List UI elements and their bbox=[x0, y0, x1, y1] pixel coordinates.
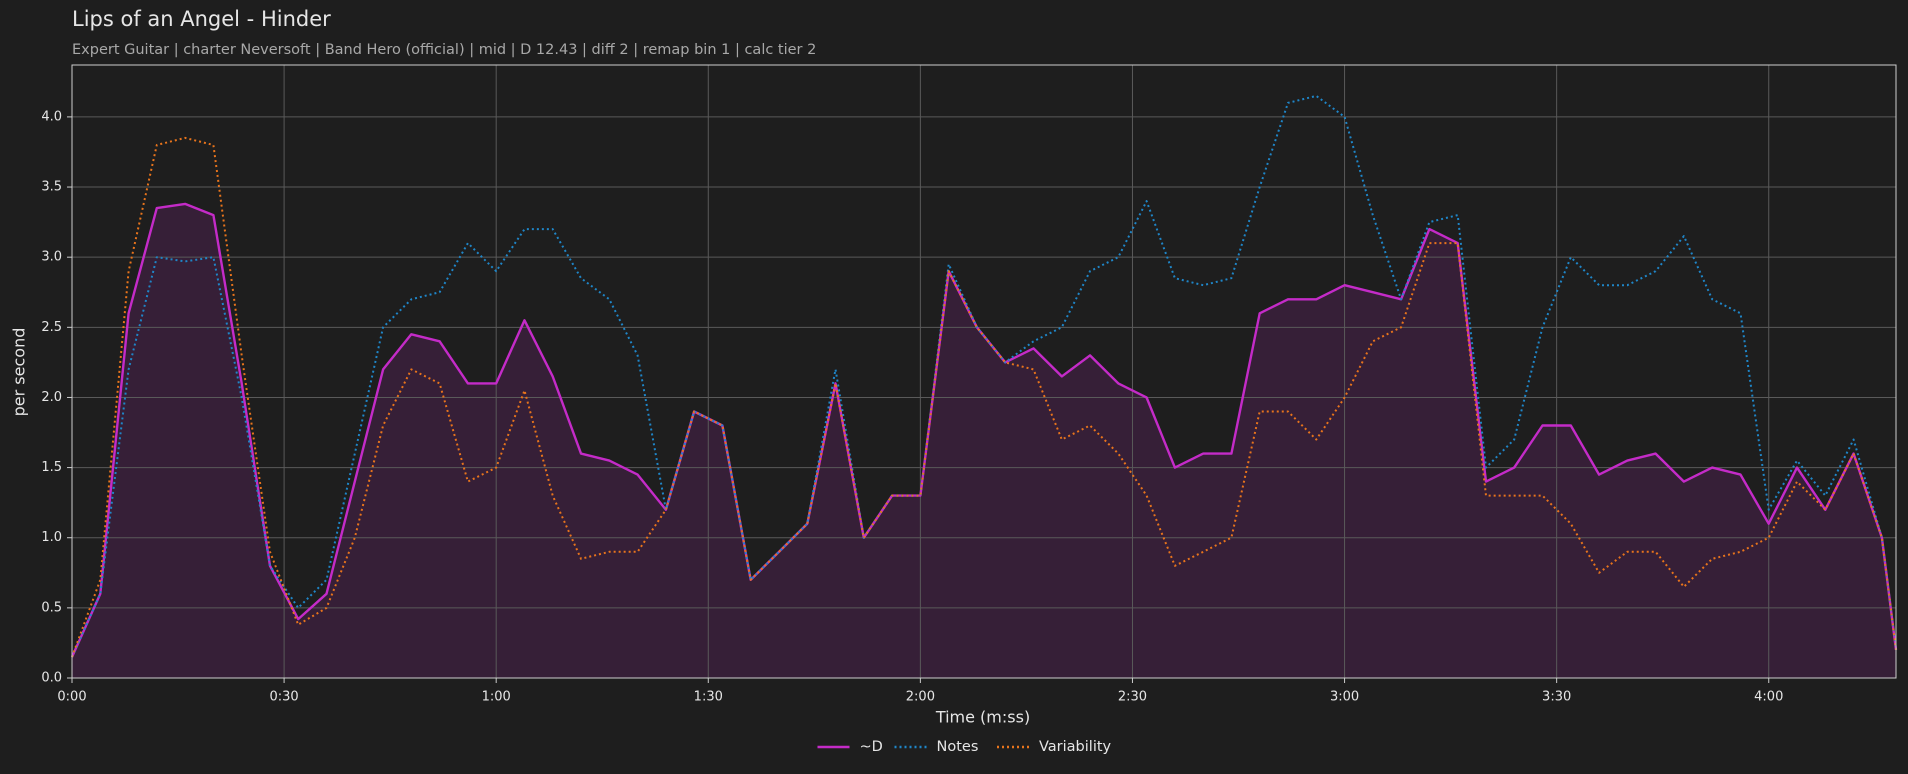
y-tick-label: 0.5 bbox=[41, 600, 62, 615]
x-tick-label: 0:00 bbox=[57, 690, 86, 705]
y-tick-label: 3.0 bbox=[41, 250, 62, 265]
series-line bbox=[71, 136, 1897, 658]
chart-title: Lips of an Angel - Hinder bbox=[72, 7, 331, 31]
x-tick-label: 4:00 bbox=[1754, 690, 1783, 705]
x-axis-label: Time (m:ss) bbox=[935, 708, 1030, 727]
y-tick-label: 2.0 bbox=[41, 390, 62, 405]
y-tick-label: 3.5 bbox=[41, 180, 62, 195]
x-tick-label: 3:00 bbox=[1330, 690, 1359, 705]
y-tick-label: 0.0 bbox=[41, 671, 62, 686]
x-tick-label: 2:30 bbox=[1118, 690, 1147, 705]
legend-label: Notes bbox=[937, 739, 979, 755]
area-fill bbox=[72, 203, 1896, 678]
y-tick-label: 1.0 bbox=[41, 530, 62, 545]
plot-frame bbox=[71, 64, 1897, 679]
x-tick-label: 0:30 bbox=[269, 690, 298, 705]
x-tick-label: 1:30 bbox=[694, 690, 723, 705]
legend-label: ~D bbox=[860, 739, 883, 755]
y-tick-label: 4.0 bbox=[41, 109, 62, 124]
x-tick-label: 1:00 bbox=[482, 690, 511, 705]
series-line bbox=[71, 94, 1897, 658]
legend-label: Variability bbox=[1039, 739, 1112, 755]
y-axis-label: per second bbox=[10, 328, 29, 417]
y-tick-label: 2.5 bbox=[41, 320, 62, 335]
x-tick-label: 2:00 bbox=[906, 690, 935, 705]
x-tick-label: 3:30 bbox=[1542, 690, 1571, 705]
y-tick-label: 1.5 bbox=[41, 460, 62, 475]
chart-subtitle: Expert Guitar | charter Neversoft | Band… bbox=[72, 42, 816, 58]
